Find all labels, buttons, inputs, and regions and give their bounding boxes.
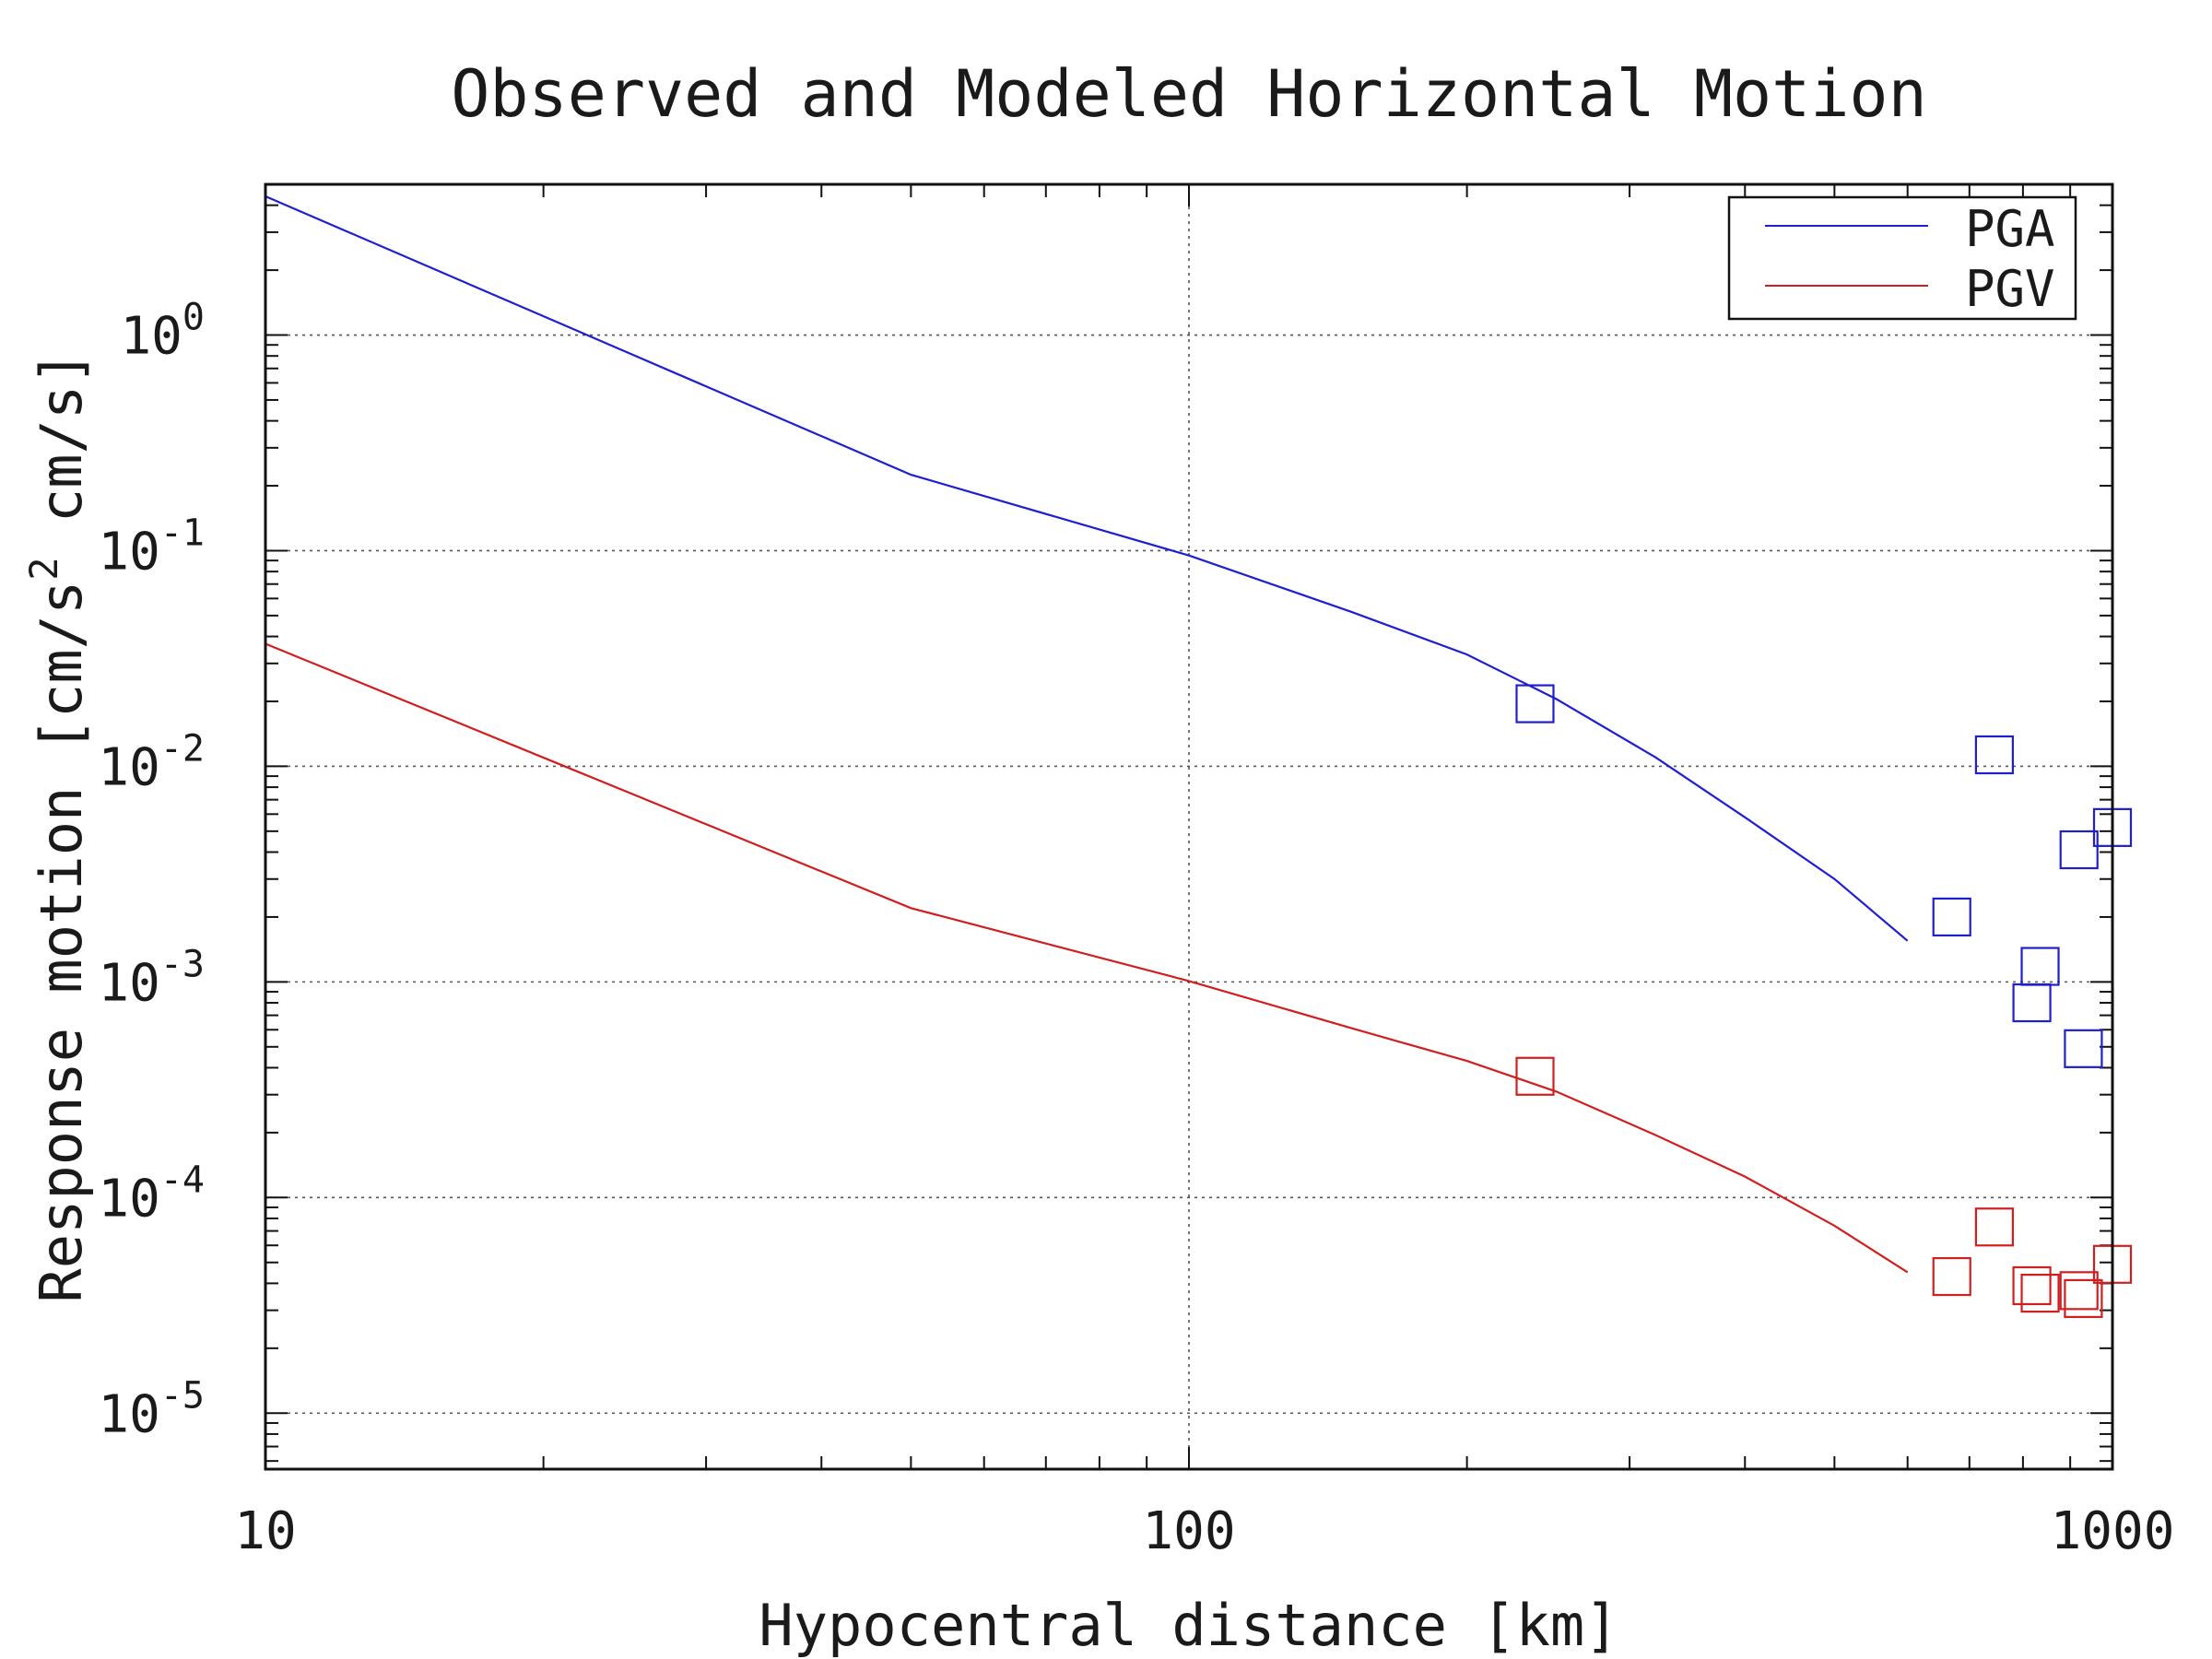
y-tick-label-base: 10	[98, 953, 159, 1013]
y-tick-label: 10-3	[98, 943, 205, 1013]
x-tick-label: 1000	[2051, 1501, 2175, 1561]
x-axis-label: Hypocentral distance [km]	[759, 1592, 1618, 1659]
y-tick-label-exponent: -3	[160, 943, 205, 985]
observed-point-pgv	[1974, 1207, 2015, 1247]
y-tick-label: 10-5	[98, 1374, 205, 1444]
y-tick-label-base: 10	[98, 1169, 159, 1229]
y-tick-label-exponent: -4	[160, 1159, 205, 1201]
chart-title: Observed and Modeled Horizontal Motion	[451, 56, 1926, 132]
plot-area-frame	[264, 182, 2114, 1471]
y-tick-label-base: 10	[98, 1384, 159, 1444]
observed-point-pga	[2020, 947, 2060, 986]
observed-point-pga	[2064, 1029, 2103, 1068]
y-axis-label: Response motion [cm/s2 cm/s]	[21, 350, 95, 1302]
y-tick-label: 10-1	[98, 512, 205, 582]
y-tick-label-exponent: -2	[160, 727, 205, 770]
observed-point-pga	[1515, 684, 1555, 724]
y-tick-label-base: 10	[120, 307, 182, 367]
model-line-pgv	[265, 642, 1909, 1274]
legend-label-pgv: PGV	[1965, 260, 2055, 318]
observed-point-pgv	[2059, 1271, 2099, 1311]
axis-ticks	[265, 183, 2113, 1469]
observed-point-pga	[2059, 830, 2099, 870]
y-tick-label: 10-2	[98, 727, 205, 797]
y-tick-label: 100	[120, 297, 205, 367]
y-tick-label-exponent: -1	[160, 512, 205, 554]
y-tick-label-exponent: -5	[160, 1374, 205, 1417]
observed-point-pgv	[1515, 1056, 1555, 1096]
y-axis-label-main: Response motion [cm/s	[28, 581, 95, 1303]
y-tick-label-base: 10	[98, 522, 159, 582]
y-axis-label-tail: cm/s]	[28, 350, 95, 557]
observed-point-pgv	[1932, 1256, 1971, 1297]
y-tick-label-base: 10	[98, 737, 159, 797]
legend-box	[1727, 195, 2077, 321]
observed-point-pga	[1974, 735, 2015, 775]
x-tick-labels: 10 100 1000	[234, 1501, 2174, 1561]
observed-point-pgv	[2064, 1278, 2103, 1319]
observed-point-pga	[1932, 897, 1971, 937]
x-tick-label: 100	[1142, 1501, 1235, 1561]
legend: PGA PGV	[1727, 195, 2077, 321]
y-tick-label: 10-4	[98, 1159, 205, 1229]
y-axis-label-sup: 2	[21, 557, 66, 580]
model-line-pga	[265, 194, 1909, 942]
series-layer	[265, 194, 2133, 1319]
observed-point-pgv	[2012, 1265, 2052, 1306]
legend-label-pga: PGA	[1965, 200, 2055, 258]
x-tick-label: 10	[234, 1501, 296, 1561]
y-tick-label-exponent: 0	[182, 297, 205, 339]
observed-point-pgv	[2020, 1274, 2060, 1313]
